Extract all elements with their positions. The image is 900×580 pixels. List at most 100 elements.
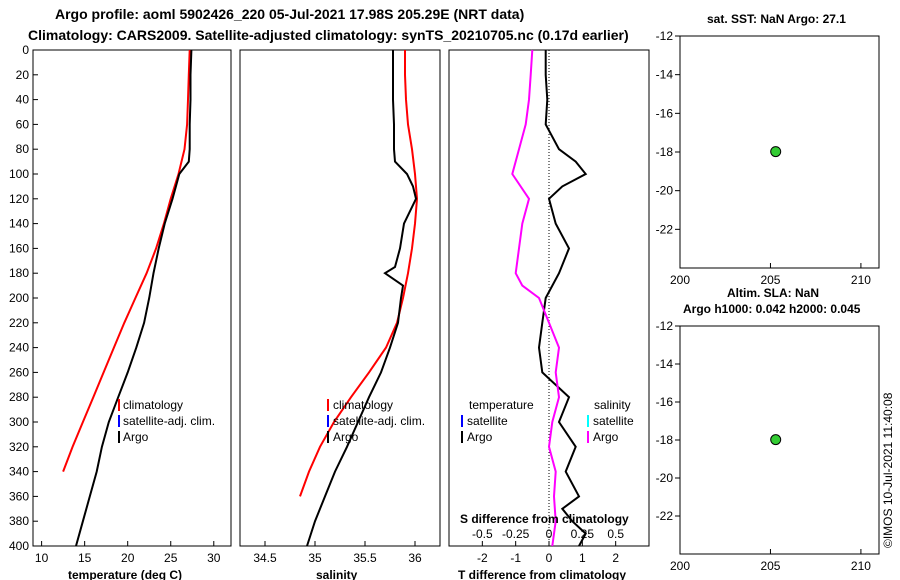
y-tick-label: 160 [9,241,29,255]
legend-argo-swatch [118,431,120,443]
difference-panel: -2 -1 0 1 2 -0.5 -0.25 0 0.25 0.5 T difference f… [448,49,650,580]
sst-map-y-ticks: -12 -14 -16 -18 -20 -22 [656,29,680,236]
title-line-2: Climatology: CARS2009. Satellite-adjuste… [28,27,629,43]
t-difference-x-label: T difference from climatology [458,568,626,580]
sst-map-x-ticks: 200 205 210 [670,263,871,287]
x-tick-label: 210 [851,273,871,287]
temperature-lines [62,49,193,547]
y-tick-label: 280 [9,390,29,404]
x-tick-label: 25 [164,551,178,565]
x-tick-label: 0 [546,551,553,565]
temperature-y-ticks: 0 20 40 60 80 100 120 140 160 180 200 220 240 260 280 3… [9,43,38,553]
series-line [537,50,588,547]
x-tick-label: 35 [308,551,322,565]
y-tick-label: -16 [656,106,674,120]
x2-tick-label: -0.25 [502,527,530,541]
x-tick-label: -1 [510,551,521,565]
x-tick-label: 36 [408,551,422,565]
legend-t-satellite-swatch [461,415,463,427]
legend-s-argo-swatch [587,431,589,443]
x2-tick-label: 0.5 [607,527,624,541]
x2-tick-label: 0 [546,527,553,541]
y-tick-label: 0 [22,43,29,57]
salinity-panel: 34.5 35 35.5 36 salinity climatology satell… [239,49,441,580]
y-tick-label: -12 [656,29,674,43]
y-tick-label: -14 [656,357,674,371]
sla-map-title: Altim. SLA: NaN [727,286,819,300]
y-tick-label: 340 [9,465,29,479]
legend-t-argo-swatch [461,431,463,443]
legend-argo-swatch [327,431,329,443]
sst-map-panel: sat. SST: NaN Argo: 27.1 200 205 210 -12-1… [656,12,880,287]
series-line [299,50,419,497]
x-tick-label: 210 [851,559,871,573]
y-tick-label: 400 [9,539,29,553]
series-line [306,50,418,547]
title-line-1: Argo profile: aoml 5902426_220 05-Jul-20… [55,6,524,22]
legend-t-satellite-label: satellite [467,414,508,428]
x-tick-label: 1 [579,551,586,565]
series-line [75,49,193,547]
y-tick-label: -22 [656,509,674,523]
x-tick-label: 2 [612,551,619,565]
y-tick-label: -18 [656,433,674,447]
sla-map-y-ticks: -12 -14 -16 -18 -20 -22 [656,319,680,523]
legend-argo-label: Argo [333,430,359,444]
x-tick-label: 200 [670,559,690,573]
legend-climatology-label: climatology [123,398,183,412]
legend-climatology-swatch [118,399,120,411]
y-tick-label: -14 [656,68,674,82]
difference-lines [511,49,588,547]
temperature-panel: 10 15 20 25 30 0 20 40 60 80 100 120 140 160 180 200 22… [9,43,232,580]
legend-climatology-swatch [327,399,329,411]
temperature-x-ticks: 10 15 20 25 30 [35,541,221,565]
y-tick-label: 380 [9,514,29,528]
y-tick-label: -18 [656,145,674,159]
y-tick-label: 360 [9,489,29,503]
y-tick-label: 220 [9,316,29,330]
difference-axes-frame [448,49,650,547]
y-tick-label: -12 [656,319,674,333]
sla-map-points [770,434,782,446]
x-tick-label: 20 [121,551,135,565]
x-tick-label: -2 [477,551,488,565]
y-tick-label: 40 [16,93,30,107]
argo-position-marker [770,434,782,446]
x-tick-label: 30 [207,551,221,565]
legend-satellite-label: satellite-adj. clim. [123,414,215,428]
temperature-axes-frame [32,49,232,547]
legend-satellite-swatch [118,415,120,427]
x-tick-label: 205 [760,273,780,287]
y-tick-label: -22 [656,222,674,236]
y-tick-label: 80 [16,142,30,156]
y-tick-label: 200 [9,291,29,305]
series-line [62,49,191,472]
y-tick-label: 140 [9,217,29,231]
y-tick-label: 120 [9,192,29,206]
legend-climatology-label: climatology [333,398,393,412]
y-tick-label: 260 [9,365,29,379]
legend-t-argo-label: Argo [467,430,493,444]
x-tick-label: 35.5 [353,551,377,565]
legend-satellite-swatch [327,415,329,427]
salinity-lines [299,50,419,547]
x2-tick-label: 0.25 [571,527,595,541]
s-difference-x-ticks: -0.5 -0.25 0 0.25 0.5 [472,527,624,541]
s-difference-x-label: S difference from climatology [460,512,629,526]
y-tick-label: 100 [9,167,29,181]
sla-map-x-ticks: 200 205 210 [670,549,871,573]
t-difference-x-ticks: -2 -1 0 1 2 [477,541,619,565]
sst-map-points [770,146,782,158]
sla-map-subtitle: Argo h1000: 0.042 h2000: 0.045 [683,302,861,316]
legend-temperature-title: temperature [469,398,534,412]
x-tick-label: 200 [670,273,690,287]
salinity-x-ticks: 34.5 35 35.5 36 [253,541,422,565]
salinity-axes-frame [239,49,441,547]
legend-s-satellite-swatch [587,415,589,427]
legend-s-argo-label: Argo [593,430,619,444]
x-tick-label: 34.5 [253,551,277,565]
x-tick-label: 15 [78,551,92,565]
y-tick-label: 320 [9,440,29,454]
argo-position-marker [770,146,782,158]
